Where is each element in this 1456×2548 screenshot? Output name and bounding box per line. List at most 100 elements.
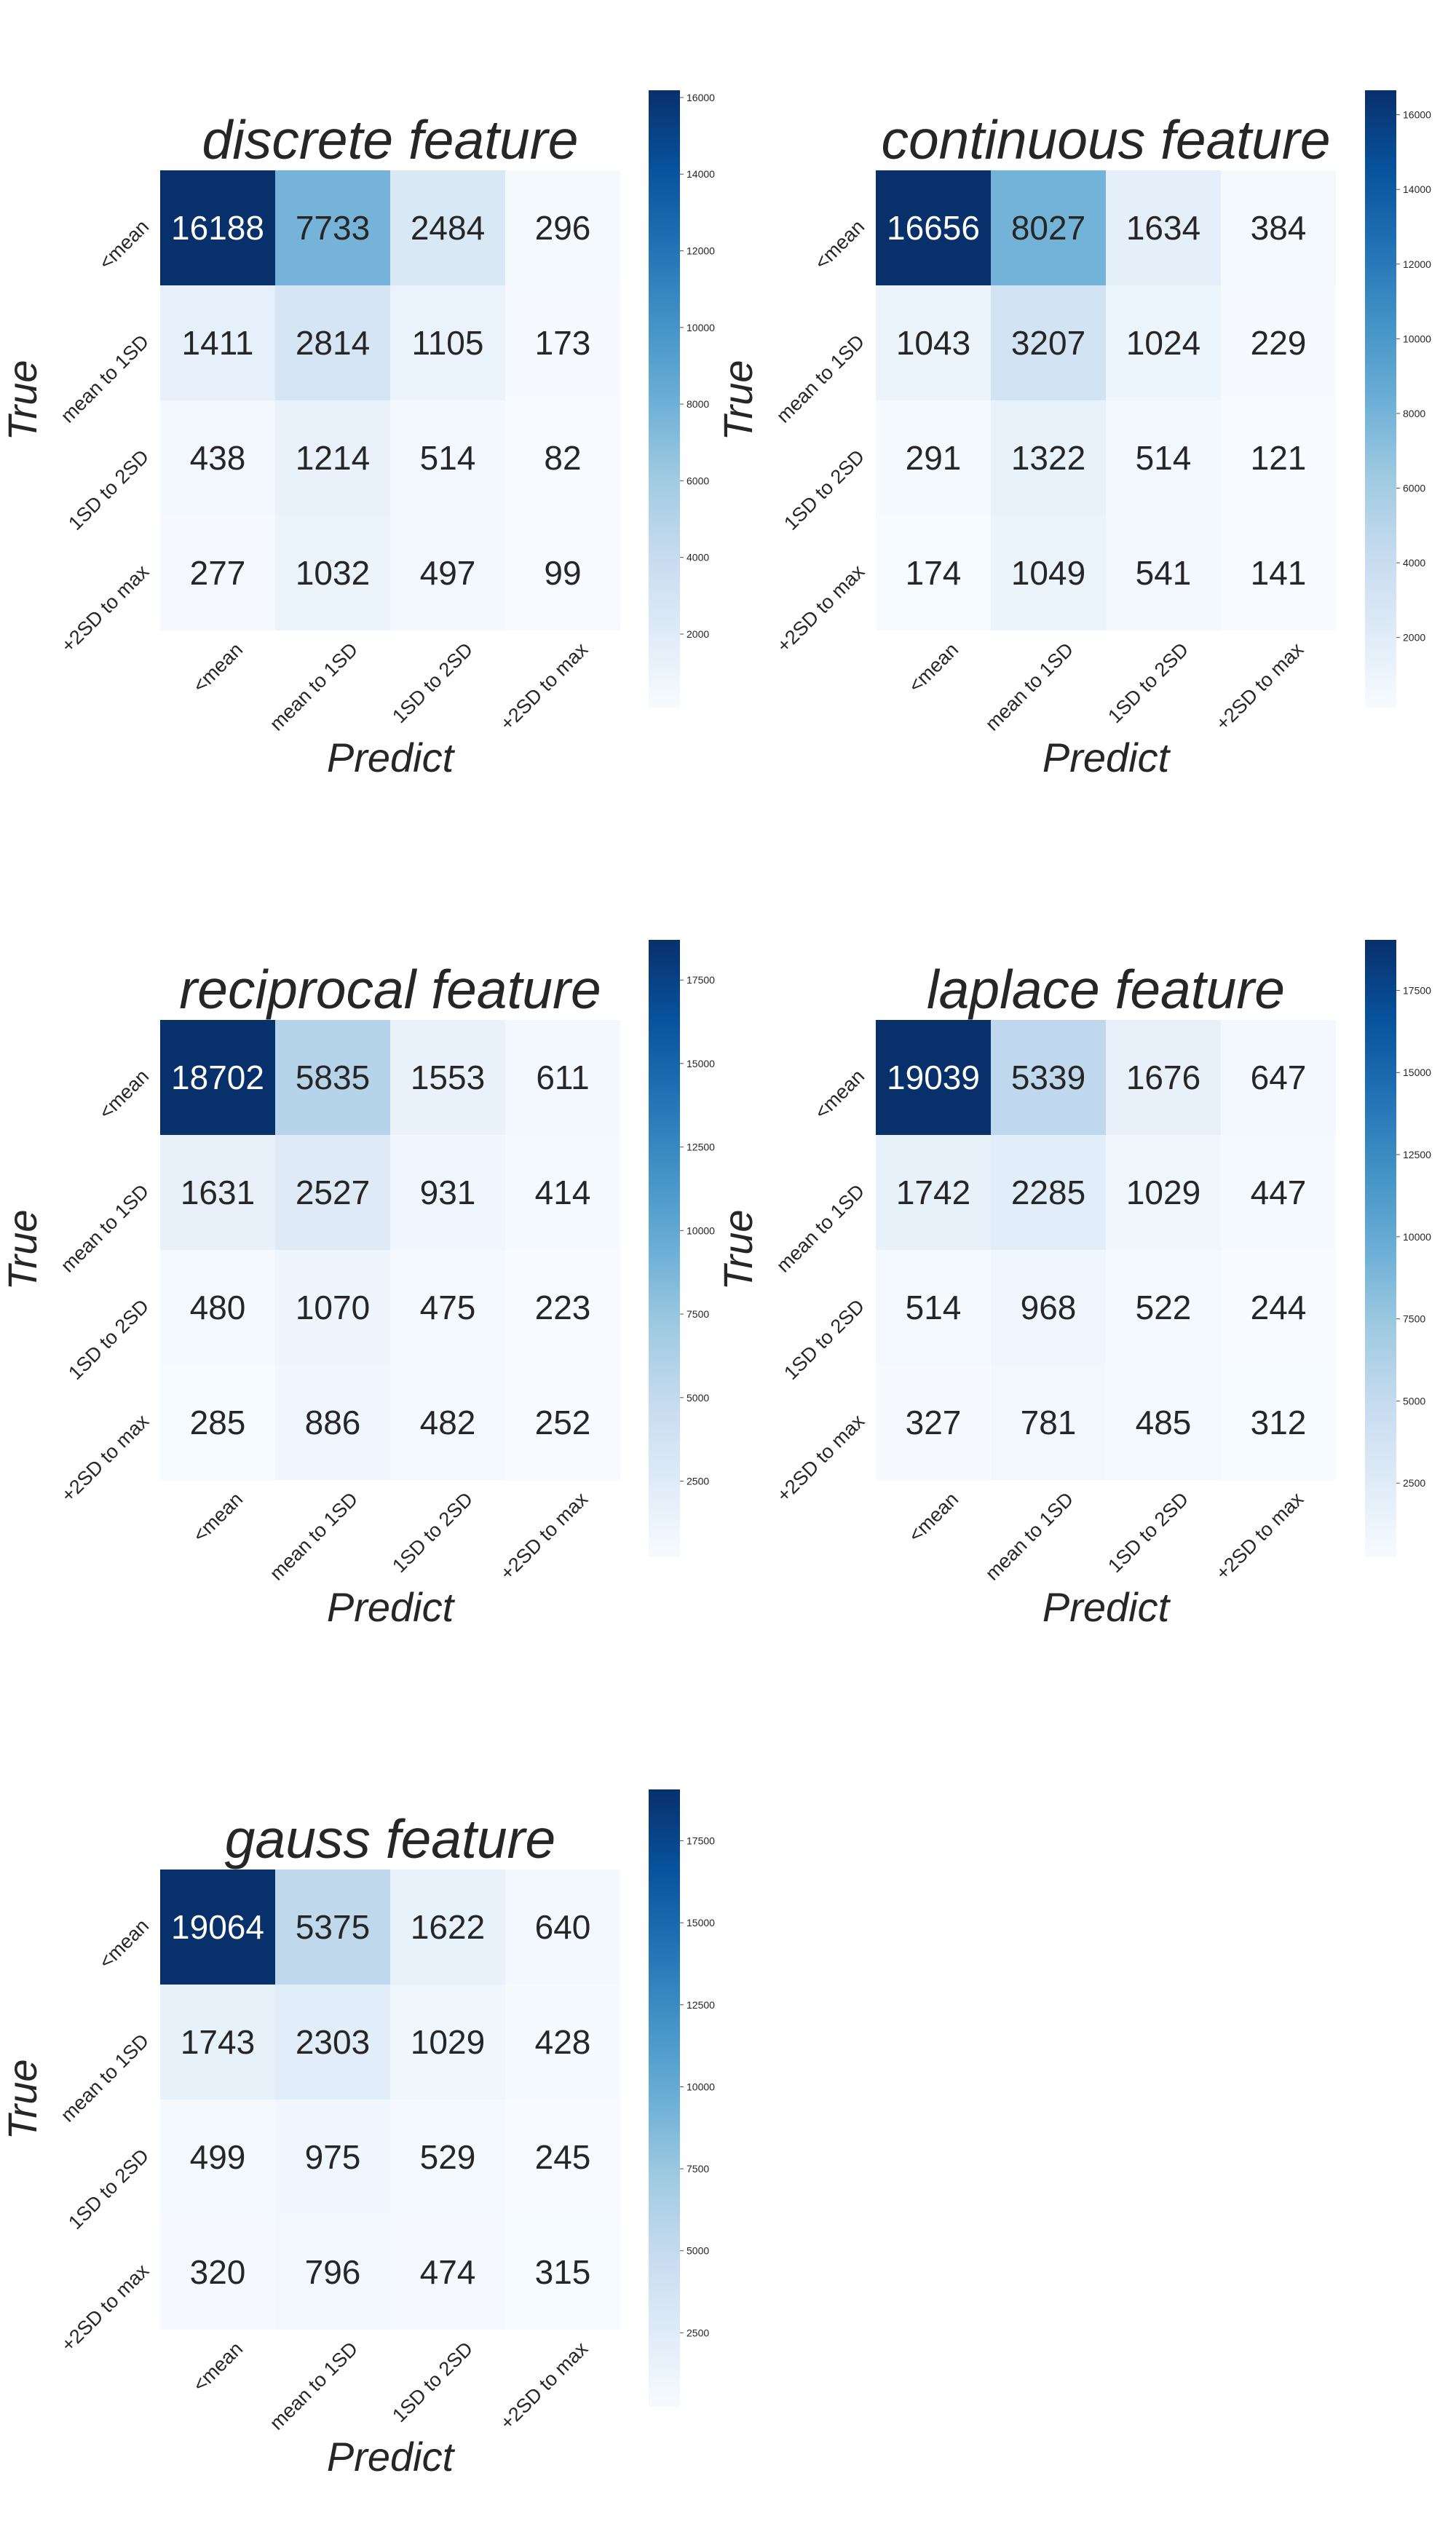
x-tick-label: 1SD to 2SD	[388, 2338, 477, 2426]
cell-value-label: 2484	[411, 209, 485, 247]
heatmap-cell	[505, 1020, 620, 1135]
heatmap-cell	[1221, 515, 1336, 630]
x-tick-label: +2SD to max	[496, 638, 592, 735]
heatmap-cell	[991, 1250, 1106, 1365]
y-tick-label: 1SD to 2SD	[780, 446, 869, 534]
cell-value-label: 1214	[296, 439, 370, 477]
y-tick-label: mean to 1SD	[57, 331, 154, 427]
cell-value-label: 1553	[411, 1059, 485, 1096]
cell-value-label: 781	[1021, 1404, 1077, 1441]
y-tick-label: 1SD to 2SD	[64, 2145, 153, 2234]
y-axis-label: True	[715, 1210, 761, 1291]
cell-value-label: 1631	[181, 1174, 255, 1211]
colorbar-tick-label: 2500	[687, 2327, 709, 2338]
colorbar-tick-label: 16000	[687, 92, 715, 103]
heatmap-cell	[505, 170, 620, 285]
cell-value-label: 1029	[411, 2023, 485, 2061]
colorbar-tick-label: 16000	[1403, 109, 1431, 121]
cell-value-label: 611	[536, 1059, 589, 1096]
heatmap-cell	[1106, 1250, 1221, 1365]
heatmap-cell	[275, 170, 390, 285]
x-tick-label: <mean	[189, 1488, 247, 1546]
cell-value-label: 320	[190, 2253, 246, 2291]
colorbar-tick-label: 12500	[1403, 1149, 1431, 1160]
x-tick-label: <mean	[904, 638, 962, 697]
heatmap-cell	[390, 1870, 505, 1985]
heatmap-cell	[876, 170, 991, 285]
heatmap-cell	[1106, 400, 1221, 515]
x-tick-label: <mean	[904, 1488, 962, 1546]
cell-value-label: 285	[190, 1404, 246, 1441]
cell-value-label: 414	[535, 1174, 591, 1211]
colorbar-tick-label: 6000	[687, 475, 709, 486]
colorbar-tick-label: 5000	[1403, 1395, 1425, 1406]
chart-title: gauss feature	[225, 1808, 555, 1870]
cell-value-label: 7733	[296, 209, 370, 247]
x-tick-label: 1SD to 2SD	[1104, 638, 1192, 727]
cell-value-label: 1743	[181, 2023, 255, 2061]
cell-value-label: 296	[535, 209, 591, 247]
cell-value-label: 428	[535, 2023, 591, 2061]
cell-value-label: 18702	[171, 1059, 264, 1096]
heatmap-cell	[275, 400, 390, 515]
cell-value-label: 3207	[1011, 324, 1085, 362]
cell-value-label: 522	[1136, 1289, 1192, 1326]
heatmap-panel-1: discrete feature 16188 7733 2484 296 1411 2814…	[0, 90, 715, 780]
cell-value-label: 252	[535, 1404, 591, 1441]
cell-value-label: 514	[420, 439, 476, 477]
cell-value-label: 499	[190, 2138, 246, 2176]
heatmap-cell	[160, 2100, 275, 2215]
heatmap-cell	[275, 1250, 390, 1365]
colorbar-tick-label: 10000	[687, 322, 715, 333]
colorbar	[649, 940, 680, 1557]
heatmap-cell	[275, 2100, 390, 2215]
heatmap-cell	[160, 1870, 275, 1985]
heatmap-cell	[275, 1985, 390, 2100]
cell-value-label: 384	[1251, 209, 1307, 247]
x-tick-label: <mean	[189, 638, 247, 697]
cell-value-label: 16656	[887, 209, 980, 247]
heatmap-cell	[390, 515, 505, 630]
colorbar-tick-label: 17500	[687, 1835, 715, 1846]
heatmap-cell	[991, 1365, 1106, 1480]
y-tick-label: mean to 1SD	[772, 331, 869, 427]
heatmap-cell	[1106, 1135, 1221, 1250]
cell-value-label: 485	[1136, 1404, 1192, 1441]
heatmap-cell	[160, 1020, 275, 1135]
heatmap-cell	[505, 1870, 620, 1985]
heatmap-cell	[991, 1135, 1106, 1250]
heatmap-cell	[991, 515, 1106, 630]
heatmap-cell	[505, 285, 620, 400]
heatmap-cell	[390, 1985, 505, 2100]
cell-value-label: 1322	[1011, 439, 1085, 477]
heatmap-cell	[1221, 400, 1336, 515]
cell-value-label: 82	[544, 439, 581, 477]
cell-value-label: 796	[305, 2253, 361, 2291]
cell-value-label: 1029	[1126, 1174, 1200, 1211]
cell-value-label: 647	[1251, 1059, 1307, 1096]
cell-value-label: 291	[906, 439, 962, 477]
heatmap-cell	[275, 2215, 390, 2330]
y-tick-label: <mean	[95, 215, 153, 274]
colorbar-tick-label: 15000	[1403, 1067, 1431, 1078]
cell-value-label: 327	[906, 1404, 962, 1441]
x-tick-label: +2SD to max	[1211, 1488, 1307, 1584]
cell-value-label: 1070	[296, 1289, 370, 1326]
cell-value-label: 5339	[1011, 1059, 1085, 1096]
colorbar	[649, 1789, 680, 2407]
y-tick-label: mean to 1SD	[57, 2030, 154, 2126]
heatmap-cell	[876, 285, 991, 400]
colorbar-tick-label: 5000	[687, 1392, 709, 1404]
heatmap-panel-2: continuous feature 16656 8027 1634 384 1043 32…	[715, 90, 1431, 780]
heatmap-cell	[160, 400, 275, 515]
heatmap-cell	[390, 285, 505, 400]
x-axis-label: Predict	[1042, 735, 1171, 780]
cell-value-label: 968	[1021, 1289, 1077, 1326]
heatmap-cell	[160, 170, 275, 285]
colorbar-tick-label: 14000	[687, 168, 715, 180]
y-tick-label: 1SD to 2SD	[64, 446, 153, 534]
cell-value-label: 514	[906, 1289, 962, 1326]
colorbar-tick-label: 12500	[687, 1999, 715, 2011]
cell-value-label: 497	[420, 554, 476, 592]
heatmap-cell	[390, 2215, 505, 2330]
